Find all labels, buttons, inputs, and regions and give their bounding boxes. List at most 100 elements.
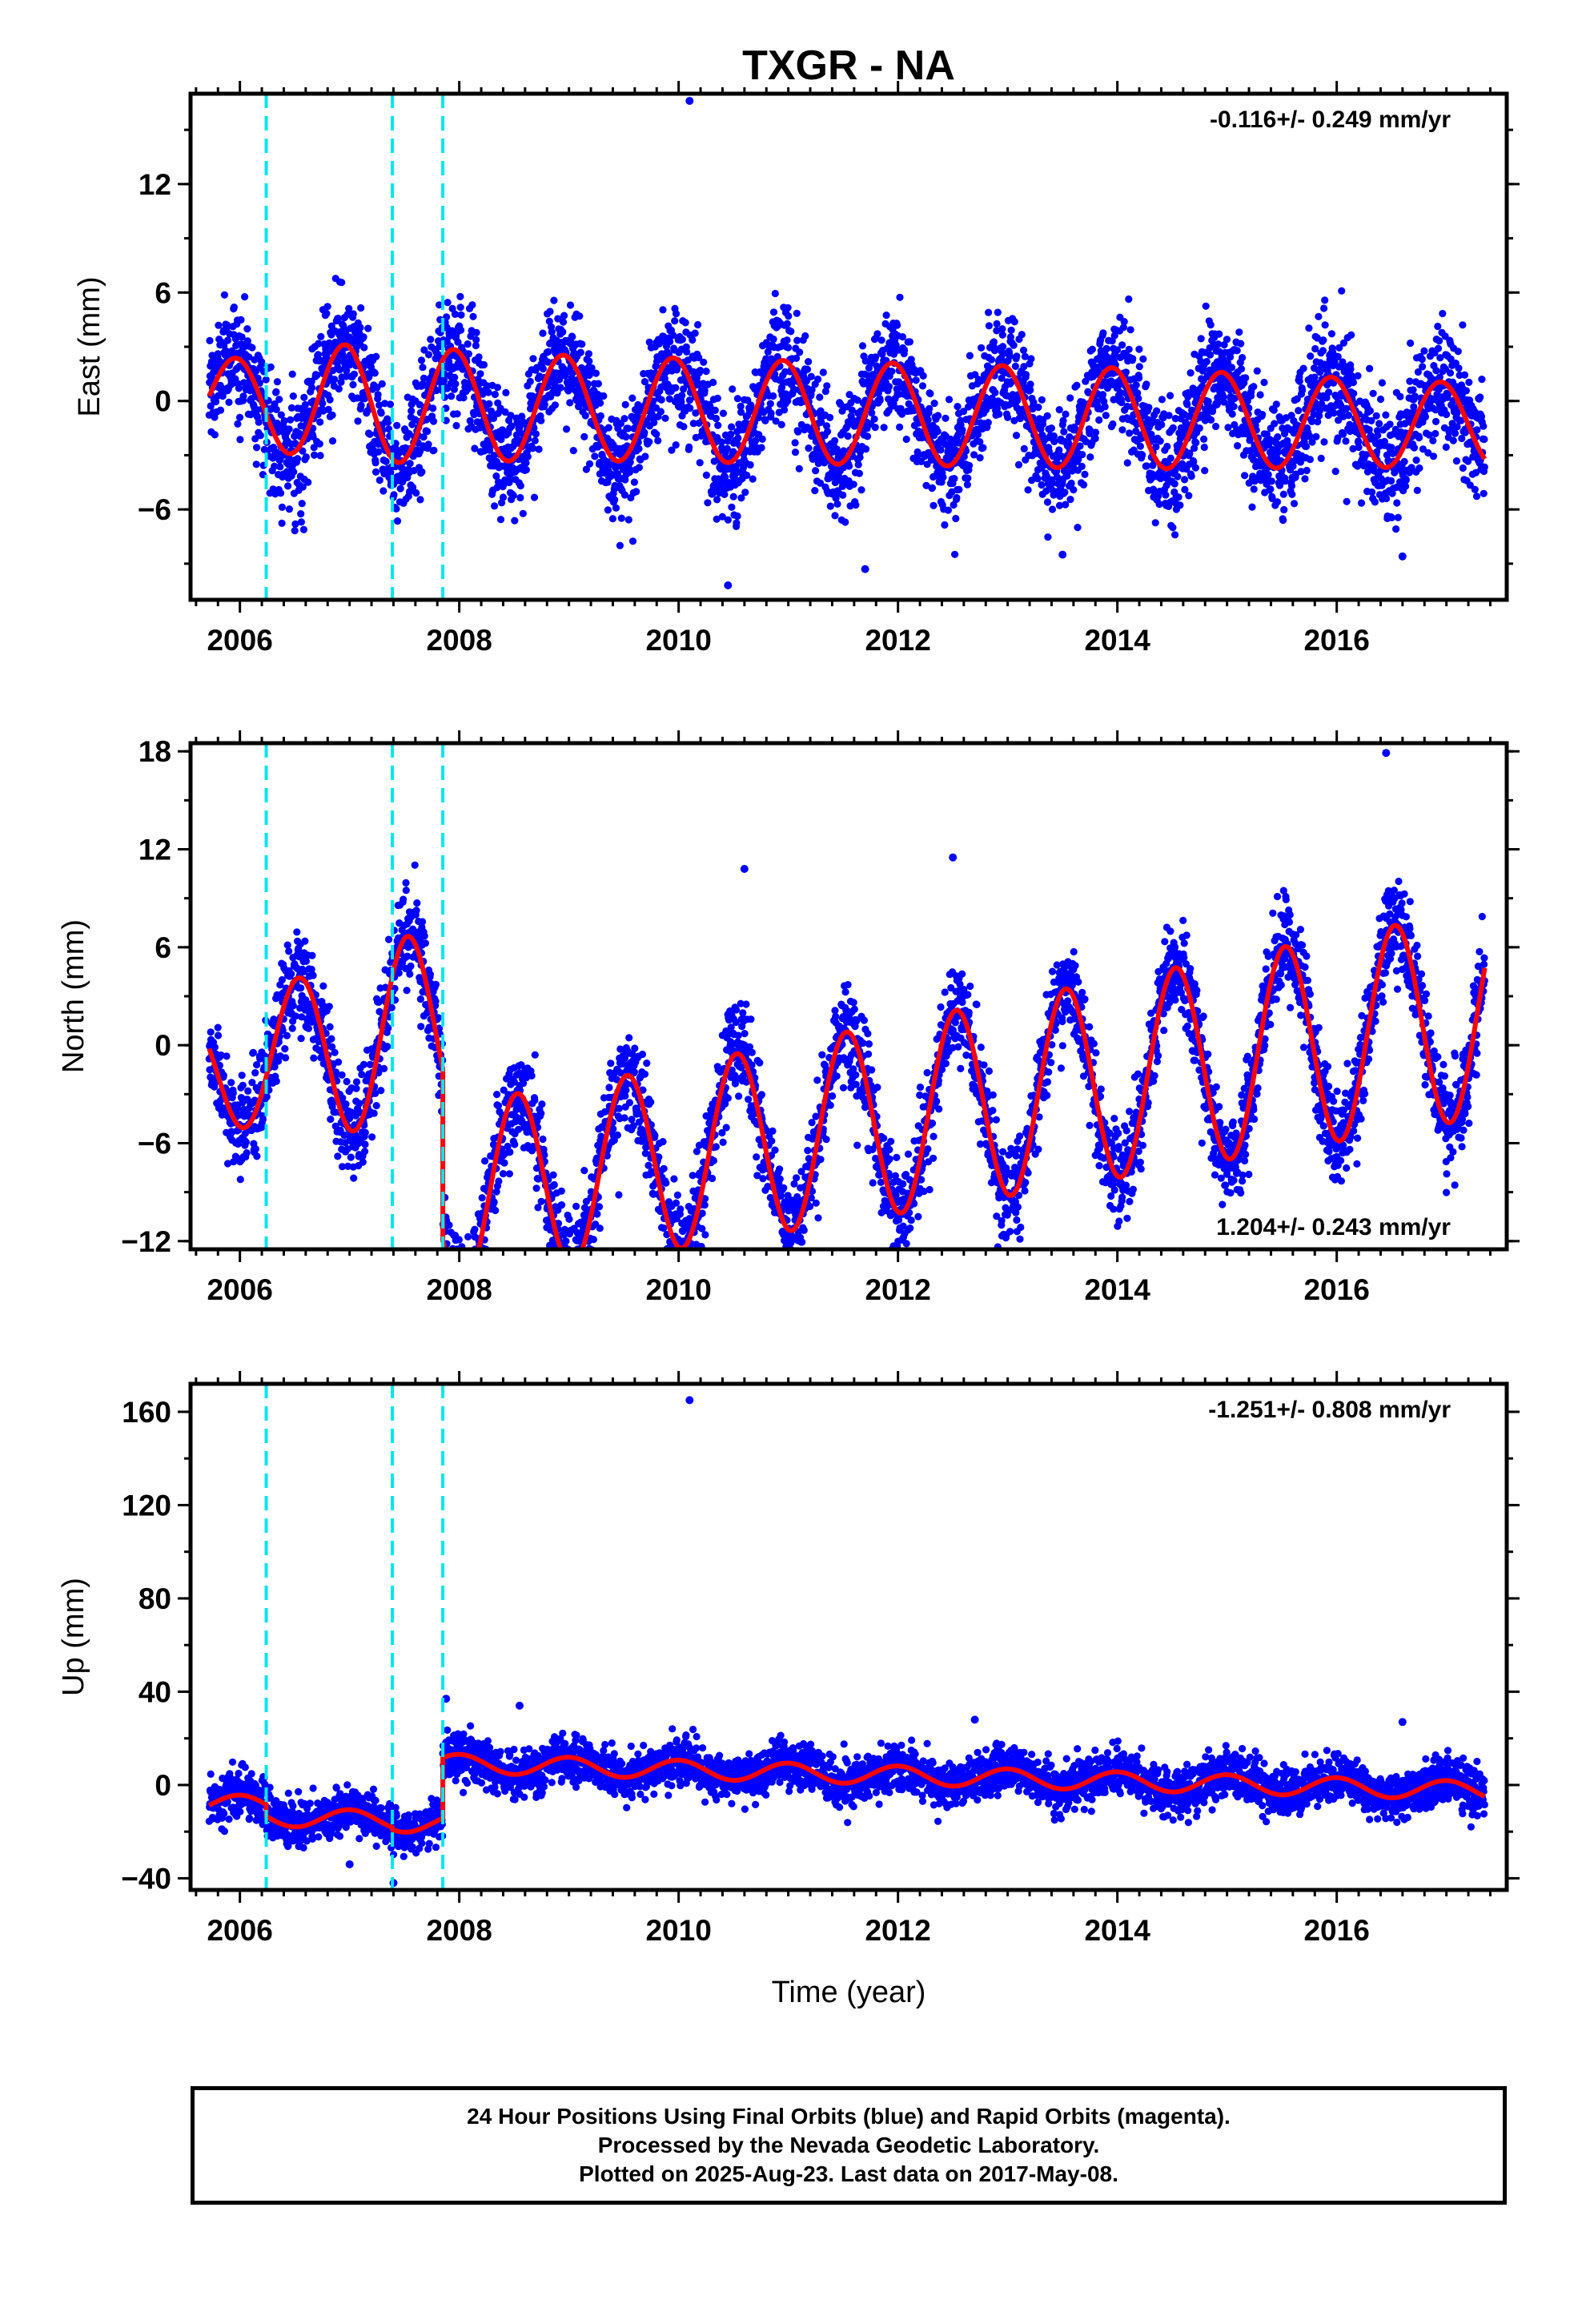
- data-point: [1432, 367, 1440, 375]
- data-point: [468, 301, 476, 309]
- data-point: [1166, 454, 1174, 462]
- data-point: [1170, 480, 1178, 488]
- data-point: [1307, 352, 1315, 360]
- data-point: [522, 466, 531, 474]
- data-point: [611, 496, 619, 504]
- data-point: [516, 482, 524, 490]
- data-point: [1267, 477, 1275, 485]
- data-point: [1434, 322, 1442, 331]
- data-point: [1415, 464, 1423, 472]
- data-point: [278, 503, 286, 512]
- data-point: [924, 416, 932, 424]
- data-point: [1034, 404, 1042, 412]
- data-point: [1241, 472, 1249, 480]
- y-tick-label: 12: [139, 168, 171, 201]
- data-point: [1250, 485, 1258, 493]
- data-point: [733, 512, 741, 521]
- data-point: [1081, 470, 1089, 479]
- data-point: [1242, 374, 1250, 382]
- data-point: [277, 411, 285, 419]
- data-point: [749, 475, 757, 483]
- data-point: [476, 370, 484, 378]
- data-point: [709, 489, 717, 497]
- data-point: [1248, 503, 1256, 511]
- data-point: [420, 374, 428, 382]
- data-point: [451, 310, 460, 318]
- data-point: [323, 309, 331, 318]
- data-point: [352, 1084, 360, 1092]
- data-point: [814, 375, 822, 384]
- data-point: [375, 401, 383, 409]
- panel-north: 2006 2008 2010 2012 2014 2016−12−6061218North…: [57, 730, 1520, 1306]
- data-point: [578, 340, 586, 348]
- data-point: [485, 400, 493, 408]
- data-point: [671, 317, 679, 325]
- data-point: [297, 510, 305, 518]
- data-point: [385, 425, 393, 433]
- data-point: [324, 405, 332, 413]
- data-point: [420, 433, 428, 441]
- data-point: [808, 386, 816, 394]
- data-point: [1288, 490, 1296, 499]
- data-point: [361, 1148, 369, 1156]
- data-point: [1459, 464, 1467, 472]
- data-point: [901, 346, 909, 354]
- data-point: [276, 463, 284, 471]
- data-point: [1393, 499, 1401, 507]
- data-point: [435, 351, 443, 359]
- data-point: [863, 432, 872, 440]
- data-point: [1409, 386, 1417, 394]
- data-point: [888, 368, 896, 376]
- data-point: [1250, 383, 1258, 391]
- data-point: [594, 380, 603, 388]
- data-point: [519, 509, 527, 517]
- data-point: [453, 410, 461, 418]
- data-point: [1455, 364, 1463, 372]
- data-point: [1044, 533, 1052, 541]
- data-point: [826, 502, 834, 510]
- data-point: [1459, 321, 1467, 329]
- data-point: [1061, 489, 1069, 497]
- data-point: [566, 399, 574, 407]
- data-point: [1303, 466, 1311, 475]
- data-point: [635, 464, 644, 472]
- data-point: [1429, 436, 1437, 444]
- data-point: [1320, 304, 1328, 312]
- data-point: [1259, 411, 1267, 419]
- data-point: [220, 291, 228, 299]
- data-point: [616, 541, 624, 549]
- data-point: [377, 409, 385, 417]
- data-point: [985, 308, 993, 316]
- data-point: [1327, 330, 1335, 338]
- data-point: [746, 460, 754, 469]
- data-point: [430, 446, 438, 454]
- data-point: [1086, 453, 1094, 461]
- data-point: [1306, 456, 1314, 464]
- data-point: [816, 393, 824, 401]
- data-point: [300, 393, 308, 401]
- data-point: [669, 332, 677, 340]
- data-point: [862, 445, 870, 453]
- data-point: [1135, 345, 1143, 353]
- data-point: [702, 368, 710, 376]
- data-point: [713, 515, 721, 523]
- data-point: [338, 279, 346, 287]
- data-point: [608, 515, 617, 523]
- data-point: [253, 444, 261, 452]
- data-point: [952, 514, 960, 523]
- data-point: [416, 447, 424, 456]
- data-point: [592, 369, 600, 377]
- data-point: [378, 380, 386, 388]
- data-point: [954, 403, 962, 411]
- data-point: [412, 489, 420, 497]
- x-tick-label: 2016: [1303, 624, 1369, 657]
- data-point: [672, 310, 681, 318]
- data-point: [939, 473, 947, 481]
- data-point: [630, 478, 639, 486]
- data-point: [581, 412, 589, 420]
- data-point: [622, 432, 630, 441]
- points-east: [205, 97, 1488, 589]
- data-point: [299, 483, 307, 491]
- data-point: [831, 436, 839, 444]
